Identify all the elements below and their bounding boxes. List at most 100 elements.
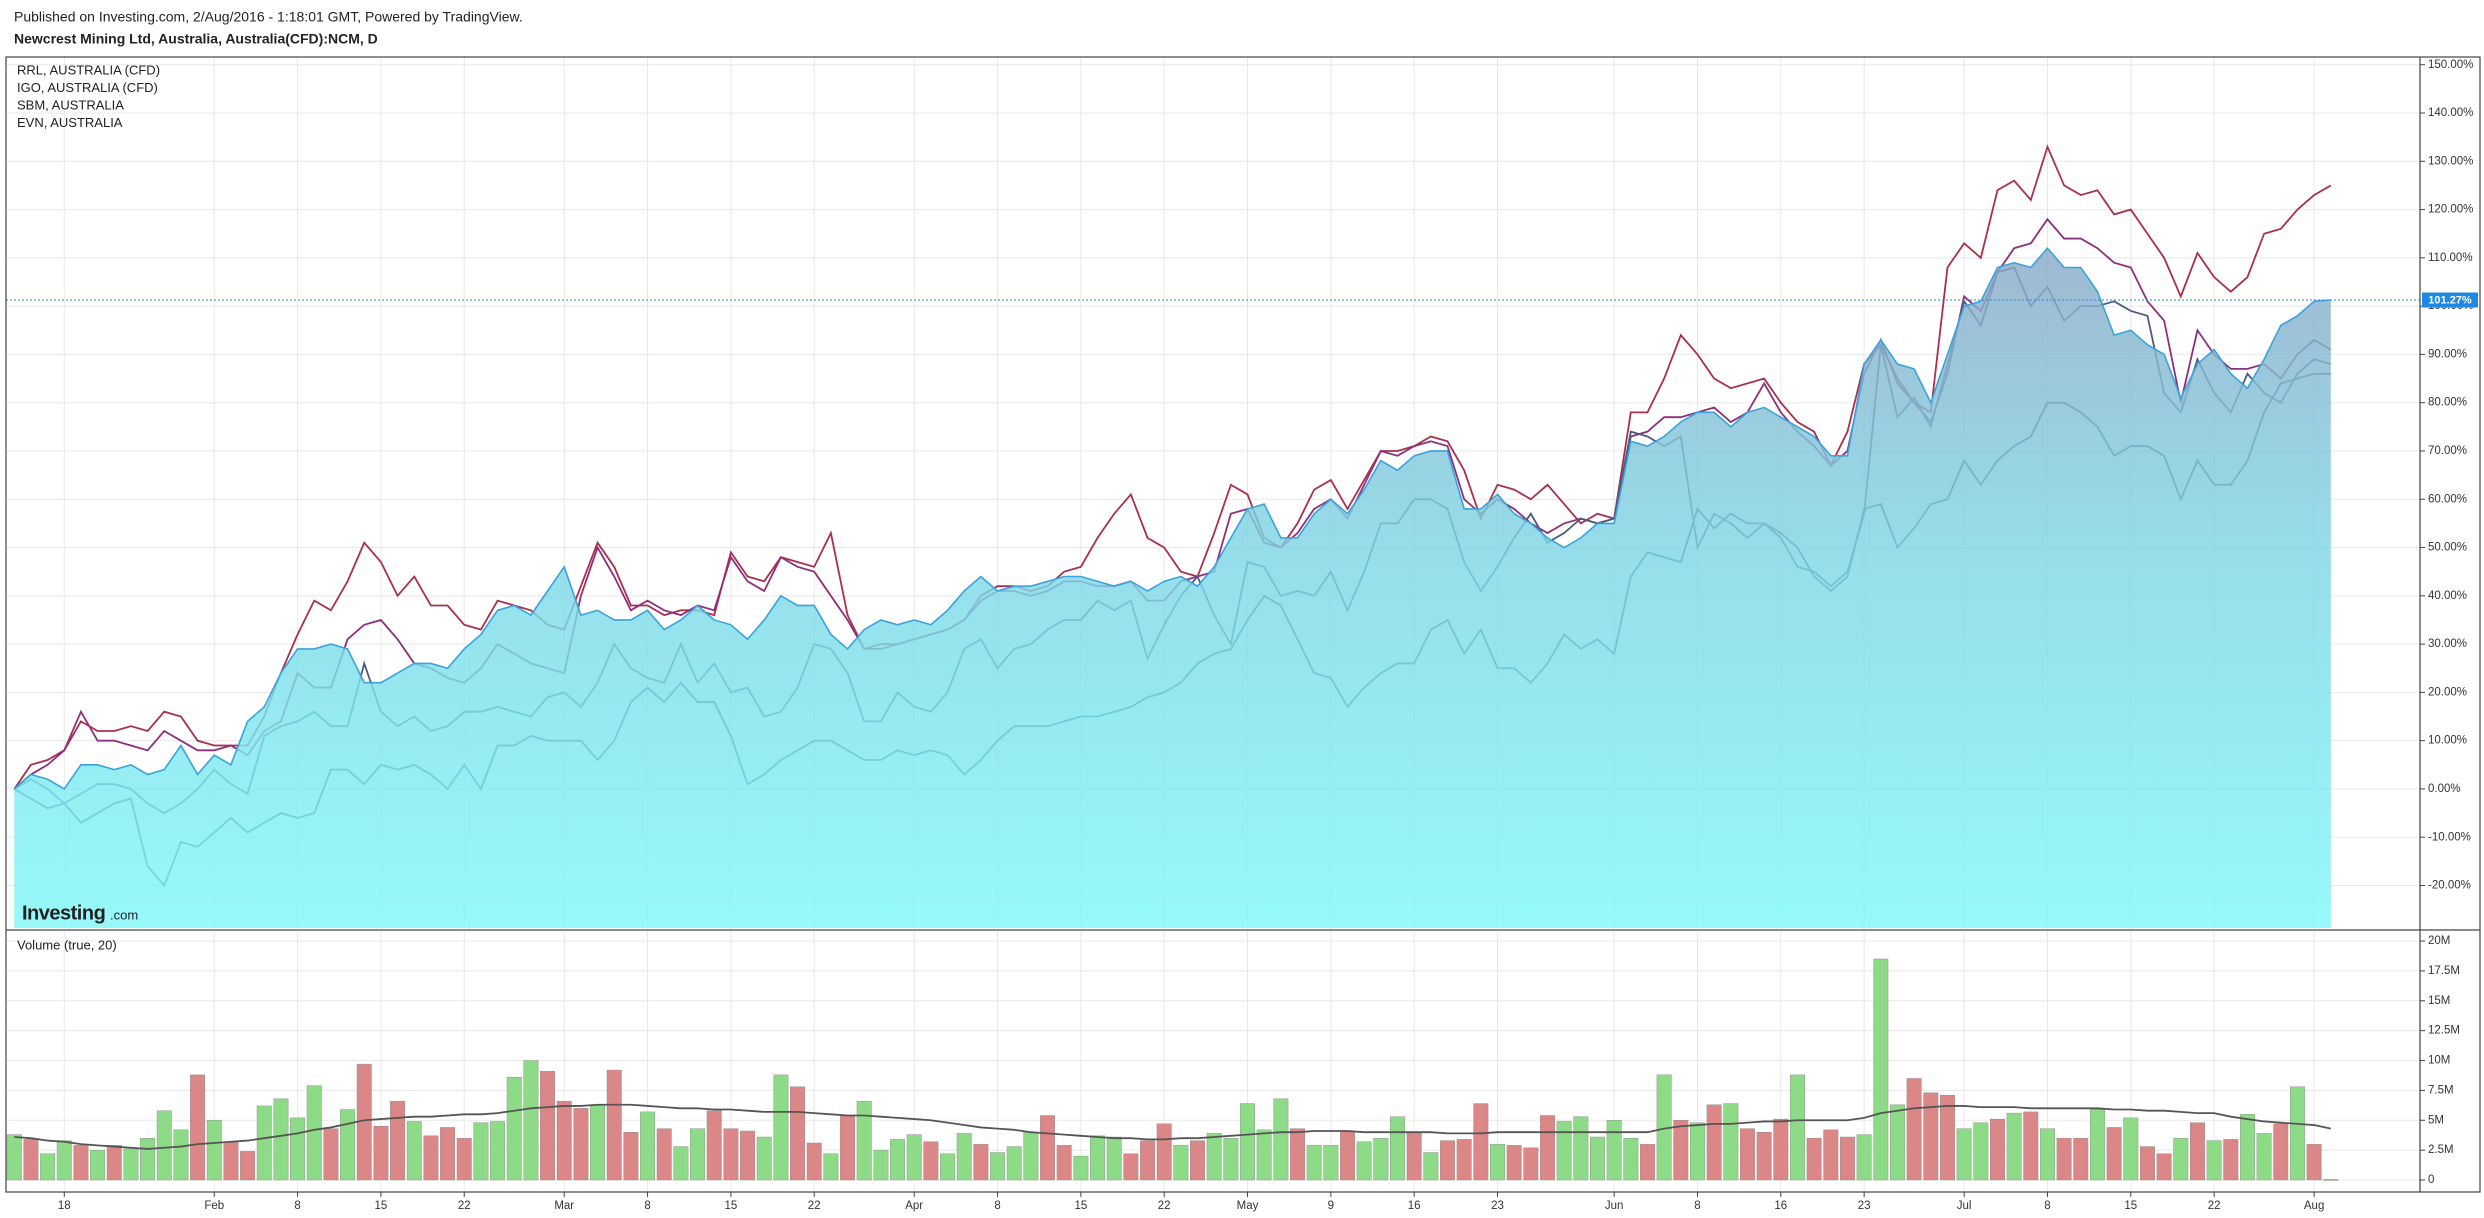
volume-bar — [2156, 1153, 2172, 1181]
volume-bar — [340, 1109, 356, 1181]
volume-bar — [1323, 1145, 1339, 1181]
volume-bar — [890, 1139, 905, 1181]
volume-bar — [1140, 1140, 1155, 1181]
volume-bar — [1923, 1092, 1939, 1181]
volume-bar — [2239, 1114, 2255, 1181]
volume-bar — [6, 1134, 22, 1181]
volume-bar — [873, 1149, 889, 1181]
volume-bar — [1373, 1137, 1389, 1181]
volume-bar — [1506, 1145, 1522, 1181]
x-tick-label: 9 — [1328, 1200, 1334, 1212]
volume-bar — [756, 1136, 772, 1181]
volume-bar — [1240, 1103, 1255, 1181]
volume-bar — [690, 1128, 705, 1181]
last-value-label: 101.27% — [2428, 294, 2472, 306]
volume-bar — [2056, 1137, 2072, 1181]
x-tick-label: 22 — [1158, 1200, 1171, 1212]
y-tick-label: 5M — [2428, 1114, 2444, 1126]
y-tick-label: 90.00% — [2428, 348, 2467, 360]
legend-entry: RRL, AUSTRALIA (CFD) — [17, 62, 160, 77]
volume-bar — [706, 1110, 722, 1181]
volume-bar — [1523, 1147, 1539, 1181]
volume-bar — [423, 1135, 439, 1181]
x-tick-label: 15 — [375, 1200, 388, 1212]
x-tick-label: 22 — [2208, 1200, 2221, 1212]
volume-bar — [1890, 1104, 1905, 1181]
volume-bar — [2223, 1139, 2239, 1181]
volume-bar — [2073, 1137, 2089, 1181]
volume-bar — [2040, 1128, 2055, 1181]
volume-bar — [1673, 1120, 1689, 1181]
volume-bar — [790, 1086, 805, 1181]
volume-bar — [656, 1128, 672, 1181]
volume-bar — [1723, 1103, 1739, 1181]
y-tick-label: 0.00% — [2428, 783, 2461, 795]
volume-bar — [2006, 1112, 2022, 1181]
y-tick-label: 30.00% — [2428, 638, 2467, 650]
volume-bar — [1823, 1129, 1839, 1181]
x-tick-label: 22 — [808, 1200, 821, 1212]
moving-average-line — [14, 1103, 2331, 1150]
volume-bar — [1856, 1134, 1872, 1181]
volume-bar — [1006, 1146, 1022, 1181]
volume-bar — [223, 1141, 239, 1181]
volume-bar — [573, 1108, 589, 1181]
x-tick-label: Jun — [1605, 1200, 1624, 1212]
volume-bar — [490, 1121, 506, 1181]
volume-bar — [1840, 1136, 1855, 1181]
overlay: 18 Feb 8 15 22 Mar 8 15 22 Apr 8 15 22 May 9 16 23 Jun 8 16… — [6, 59, 2478, 1212]
volume-bar — [2123, 1117, 2139, 1181]
volume-bar — [1490, 1143, 1505, 1181]
volume-bar — [40, 1153, 56, 1181]
main-series — [13, 144, 2332, 928]
volume-bar — [373, 1126, 389, 1181]
volume-bar — [1906, 1078, 1922, 1181]
volume-bar — [2306, 1143, 2322, 1181]
y-tick-label: 7.5M — [2428, 1084, 2454, 1096]
y-tick-label: 12.5M — [2428, 1025, 2460, 1037]
volume-bar — [2323, 1179, 2339, 1181]
volume-bar — [2173, 1137, 2189, 1181]
y-tick-label: 140.00% — [2428, 107, 2473, 119]
watermark-suffix: .com — [110, 907, 138, 922]
volume-bar — [440, 1127, 456, 1181]
x-tick-label: 8 — [1694, 1200, 1700, 1212]
volume-bar — [1573, 1116, 1589, 1181]
volume-bar — [1940, 1094, 1955, 1181]
x-tick-label: Aug — [2304, 1200, 2324, 1212]
volume-bar — [1256, 1129, 1272, 1181]
volume-bar — [1290, 1128, 1305, 1181]
volume-bar — [456, 1137, 472, 1181]
volume-bar — [173, 1129, 189, 1181]
x-tick-label: 23 — [1858, 1200, 1871, 1212]
legend-entry: SBM, AUSTRALIA — [17, 97, 124, 112]
area-fill — [14, 248, 2331, 928]
volume-bar — [390, 1100, 406, 1181]
x-tick-label: 15 — [1074, 1200, 1087, 1212]
y-tick-label: 17.5M — [2428, 965, 2460, 977]
watermark-brand: Investing — [22, 902, 105, 924]
volume-bar — [1090, 1135, 1105, 1181]
volume-bar — [2106, 1127, 2122, 1181]
y-tick-label: 130.00% — [2428, 155, 2473, 167]
volume-bar — [1590, 1136, 1605, 1181]
volume-bar — [556, 1100, 572, 1181]
volume-bar — [73, 1145, 89, 1181]
y-tick-label: 10.00% — [2428, 735, 2467, 747]
y-tick-label: 80.00% — [2428, 397, 2467, 409]
x-tick-label: 8 — [644, 1200, 650, 1212]
volume-bar — [123, 1148, 139, 1181]
volume-bar — [1990, 1118, 2005, 1181]
volume-bar — [1023, 1132, 1039, 1181]
x-tick-label: Apr — [905, 1200, 923, 1212]
volume-bar — [2023, 1111, 2039, 1181]
volume-bar — [1973, 1122, 1989, 1181]
y-tick-label: 120.00% — [2428, 204, 2473, 216]
volume-bar — [540, 1071, 556, 1181]
volume-bar — [973, 1143, 989, 1181]
x-tick-label: 18 — [58, 1200, 71, 1212]
volume-bar — [1056, 1145, 1072, 1181]
legend-entry: EVN, AUSTRALIA — [17, 115, 123, 130]
volume-bar — [23, 1139, 39, 1181]
x-tick-label: 8 — [994, 1200, 1000, 1212]
